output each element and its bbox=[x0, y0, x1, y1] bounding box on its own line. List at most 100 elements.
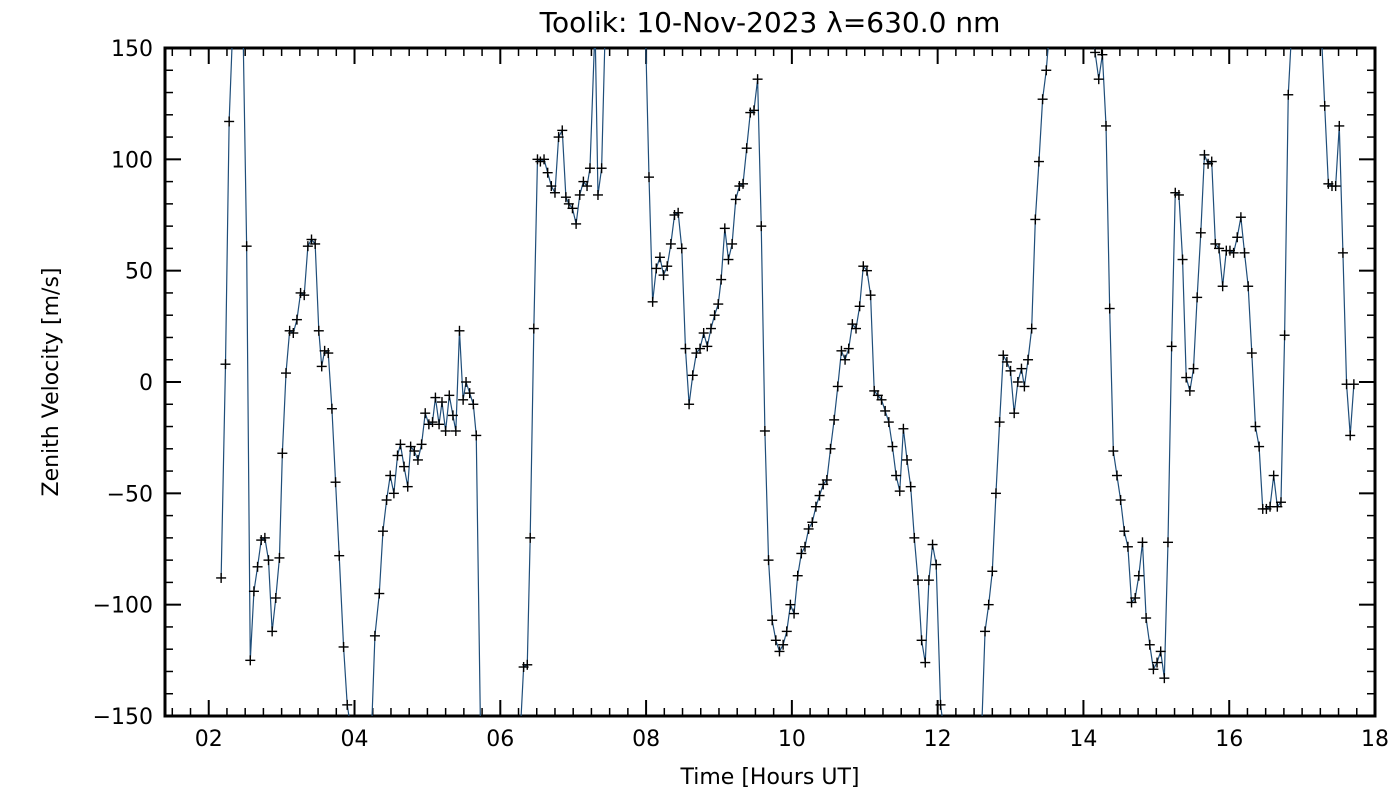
data-point-plus bbox=[716, 274, 727, 285]
data-point-plus bbox=[1159, 673, 1170, 684]
data-point-plus bbox=[1239, 247, 1250, 258]
data-point-plus bbox=[662, 261, 673, 272]
data-point-plus bbox=[785, 599, 796, 610]
data-point-plus bbox=[658, 270, 669, 281]
data-point-plus bbox=[416, 439, 427, 450]
data-point-plus bbox=[1319, 100, 1330, 111]
data-point-plus bbox=[1155, 646, 1166, 657]
data-point-plus bbox=[1206, 156, 1217, 167]
data-point-plus bbox=[1254, 441, 1265, 452]
data-point-plus bbox=[1268, 470, 1279, 481]
data-point-plus bbox=[392, 450, 403, 461]
data-point-plus bbox=[1122, 541, 1133, 552]
data-point-plus bbox=[792, 570, 803, 581]
data-point-plus bbox=[1184, 385, 1195, 396]
y-axis-label: Zenith Velocity [m/s] bbox=[39, 268, 64, 497]
data-point-plus bbox=[861, 265, 872, 276]
data-point-plus bbox=[299, 290, 310, 301]
data-point-plus bbox=[1012, 377, 1023, 387]
data-point-plus bbox=[1026, 323, 1037, 334]
data-point-plus bbox=[241, 241, 252, 252]
data-point-plus bbox=[281, 368, 291, 379]
data-point-plus bbox=[927, 539, 938, 550]
x-tick-label: 16 bbox=[1215, 727, 1243, 752]
data-point-plus bbox=[836, 345, 847, 356]
data-point-plus bbox=[876, 394, 887, 405]
data-point-plus bbox=[796, 548, 807, 559]
data-point-plus bbox=[302, 241, 313, 252]
data-point-plus bbox=[476, 733, 486, 743]
data-point-plus bbox=[259, 532, 270, 543]
y-tick-label: −150 bbox=[93, 705, 153, 730]
data-point-plus bbox=[1090, 48, 1101, 58]
y-tick-label: 50 bbox=[125, 260, 153, 285]
data-point-plus bbox=[1115, 495, 1126, 506]
data-point-plus bbox=[654, 252, 665, 263]
data-point-plus bbox=[909, 532, 920, 543]
data-point-plus bbox=[1334, 120, 1345, 131]
data-point-plus bbox=[851, 323, 862, 334]
data-point-plus bbox=[436, 397, 447, 408]
data-point-plus bbox=[894, 486, 905, 497]
data-point-plus bbox=[752, 74, 763, 85]
data-point-plus bbox=[719, 223, 730, 234]
data-point-plus bbox=[248, 586, 259, 597]
data-point-plus bbox=[1023, 354, 1034, 365]
data-point-plus bbox=[912, 575, 923, 586]
data-point-plus bbox=[1330, 181, 1341, 192]
data-point-plus bbox=[676, 243, 687, 254]
data-point-plus bbox=[444, 390, 455, 401]
data-point-plus bbox=[1101, 120, 1112, 131]
data-point-plus bbox=[553, 132, 564, 143]
data-point-plus bbox=[584, 163, 595, 174]
data-point-plus bbox=[220, 359, 231, 370]
data-point-plus bbox=[238, 21, 248, 31]
data-point-plus bbox=[288, 328, 299, 339]
data-point-plus bbox=[778, 639, 789, 650]
data-point-plus bbox=[310, 238, 321, 249]
data-point-plus bbox=[330, 477, 341, 488]
data-point-plus bbox=[263, 555, 274, 566]
data-point-plus bbox=[1141, 613, 1152, 624]
data-point-plus bbox=[1228, 247, 1239, 258]
data-point-plus bbox=[880, 405, 891, 416]
data-point-plus bbox=[987, 566, 998, 577]
data-point-plus bbox=[1275, 497, 1286, 508]
data-point-plus bbox=[902, 454, 913, 465]
data-point-plus bbox=[1009, 408, 1020, 419]
data-point-plus bbox=[709, 310, 720, 321]
data-point-plus bbox=[369, 630, 380, 641]
data-point-plus bbox=[409, 446, 420, 457]
data-point-plus bbox=[274, 552, 285, 563]
data-point-plus bbox=[825, 443, 836, 454]
data-point-plus bbox=[821, 474, 832, 485]
data-point-plus bbox=[420, 408, 431, 419]
data-point-plus bbox=[763, 555, 774, 566]
data-point-plus bbox=[767, 615, 778, 626]
data-point-plus bbox=[277, 448, 288, 459]
data-point-plus bbox=[994, 417, 1005, 428]
data-point-plus bbox=[738, 178, 749, 189]
data-point-plus bbox=[1086, 21, 1096, 31]
data-point-plus bbox=[1108, 446, 1119, 457]
data-point-plus bbox=[1019, 381, 1030, 392]
data-point-plus bbox=[1033, 156, 1044, 167]
x-tick-label: 18 bbox=[1361, 727, 1389, 752]
data-point-plus bbox=[702, 341, 713, 352]
data-point-plus bbox=[245, 655, 256, 666]
data-point-plus bbox=[976, 733, 986, 743]
data-point-plus bbox=[1188, 363, 1199, 374]
data-point-plus bbox=[440, 425, 451, 436]
y-tick-label: 100 bbox=[111, 148, 153, 173]
data-point-plus bbox=[528, 323, 539, 334]
data-point-plus bbox=[774, 646, 785, 657]
data-point-plus bbox=[525, 532, 536, 543]
data-point-plus bbox=[1192, 292, 1203, 303]
data-point-plus bbox=[832, 381, 843, 392]
data-point-plus bbox=[923, 575, 934, 586]
data-point-plus bbox=[843, 343, 854, 354]
data-point-plus bbox=[789, 608, 800, 619]
data-point-plus bbox=[983, 599, 994, 610]
data-point-plus bbox=[651, 263, 662, 274]
